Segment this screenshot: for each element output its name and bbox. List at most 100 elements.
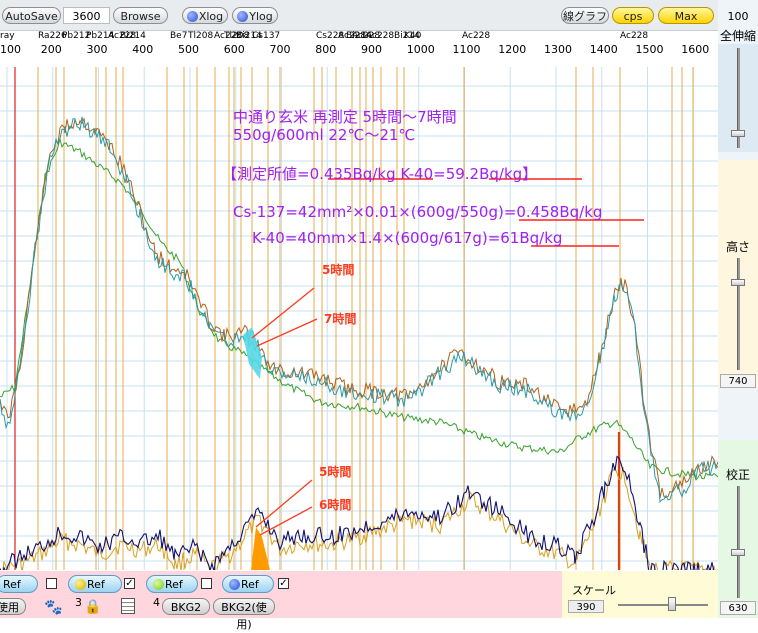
ref5-checkbox[interactable]: ✓: [278, 578, 289, 589]
label-6h: 6時間: [319, 498, 352, 512]
note-sample-conditions: 550g/600ml 22℃～21℃: [233, 126, 416, 144]
ref3-label: Ref 3: [75, 578, 105, 609]
scale-label: スケール: [572, 584, 616, 597]
spectrum-green-series: [0, 137, 718, 481]
isotope-label: Bi214: [236, 31, 262, 41]
cps-button[interactable]: cps: [612, 7, 654, 24]
energy-tick-label: 1600: [681, 43, 710, 56]
isotope-label: ray: [0, 31, 15, 41]
paw-icon[interactable]: 🐾: [44, 598, 63, 616]
arrow-7h: [256, 318, 318, 347]
energy-tick-label: 200: [40, 43, 62, 56]
isotope-label: Ac228: [352, 31, 381, 41]
ref2-checkbox[interactable]: [46, 578, 57, 589]
isotope-label: Tl208: [224, 31, 250, 41]
isotope-label: Tl208: [188, 31, 214, 41]
max-button[interactable]: Max: [658, 7, 714, 24]
bkg2-button[interactable]: BKG2: [162, 598, 210, 615]
use-button[interactable]: 使用: [0, 598, 26, 615]
ref5-button[interactable]: Ref 5: [222, 575, 274, 609]
label-5h-lower: 5時間: [319, 465, 352, 479]
arrow-6h: [259, 506, 313, 536]
cs137-area-6h: [251, 527, 270, 570]
bkg2-use-button[interactable]: BKG2(使用): [213, 598, 275, 631]
browse-button[interactable]: Browse: [113, 7, 168, 24]
energy-tick-label: 800: [315, 43, 337, 56]
scale-slider-thumb[interactable]: [668, 597, 676, 611]
isotope-label: Bi214: [346, 31, 372, 41]
ref4-checkbox[interactable]: [201, 578, 212, 589]
zoom-label: 全伸縮: [719, 29, 756, 43]
time-input[interactable]: 3600: [63, 7, 110, 24]
isotope-label: Ac228: [338, 31, 367, 41]
isotope-label: Ra226: [38, 31, 67, 41]
energy-ruler: ray Ra226 Pb212 Pb214 Ac228 Bi214 Be7 Tl208 Ac22…: [0, 31, 718, 67]
spectrum-plot[interactable]: [0, 67, 718, 570]
energy-tick-label: 300: [86, 43, 108, 56]
note-measured-cs: 0.435Bq/kg: [309, 165, 396, 183]
energy-tick-label: 500: [178, 43, 199, 56]
isotope-label: Ac228: [462, 31, 491, 41]
scale-slider-track[interactable]: [618, 604, 708, 606]
lower-navy-series: [0, 455, 718, 570]
note-sample-title: 中通り玄米 再測定 5時間～7時間: [233, 108, 457, 126]
note-k40-result: 61Bq/kg: [500, 229, 563, 247]
isotope-marker-lines: [37, 67, 694, 570]
height-label: 高さ: [725, 240, 750, 254]
isotope-label: Ac228: [214, 31, 243, 41]
isotope-label: Pb212: [62, 31, 91, 41]
cs137-area-7h: [243, 327, 262, 379]
autosave-button[interactable]: AutoSave: [2, 7, 61, 24]
ref4-label: Ref 4: [153, 578, 183, 609]
height-slider-track[interactable]: [737, 258, 740, 370]
ylog-label: Ylog: [249, 10, 273, 23]
height-slider-thumb[interactable]: [731, 279, 745, 286]
isotope-label: Cs228: [316, 31, 345, 41]
ylog-button[interactable]: Ylog: [232, 7, 278, 24]
ref4-button[interactable]: Ref 4: [146, 575, 198, 609]
isotope-label: Cs137: [252, 31, 281, 41]
scale-value: 390: [568, 600, 604, 613]
lock-icon[interactable]: 🔒: [84, 599, 102, 615]
note-measured-prefix: 【測定所値=: [222, 165, 310, 183]
ref3-button[interactable]: Ref 3: [68, 575, 122, 609]
isotope-label: Ac228: [108, 31, 137, 41]
line-graph-button[interactable]: 線グラフ: [561, 7, 609, 24]
xlog-button[interactable]: Xlog: [182, 7, 228, 24]
note-k40-calc: K-40=40mm×1.4×(600g/617g)=61Bq/kg: [252, 229, 562, 247]
calib-slider-thumb[interactable]: [731, 549, 745, 556]
arrow-5h-upper: [251, 287, 315, 339]
note-k40-formula: K-40=40mm×1.4×(600g/617g)=: [252, 229, 501, 247]
energy-tick-label: 1400: [589, 43, 618, 56]
zoom-slider-thumb[interactable]: [731, 130, 745, 137]
height-value: 740: [720, 374, 756, 388]
energy-tick-label: 100: [0, 43, 21, 56]
energy-tick-label: 1100: [452, 43, 481, 56]
isotope-label: Be7: [170, 31, 188, 41]
arrow-5h-lower: [255, 479, 313, 528]
note-cs137-calc: Cs-137=42mm²×0.01×(600g/550g)=0.458Bq/kg: [233, 203, 602, 221]
label-5h-upper: 5時間: [322, 263, 355, 277]
note-measured-k: 59.2Bq/kg: [445, 165, 523, 183]
energy-tick-label: 1300: [544, 43, 572, 56]
calib-value: 630: [720, 601, 756, 615]
energy-tick-label: 400: [132, 43, 154, 56]
list-icon[interactable]: [121, 598, 135, 614]
xlog-toggle-icon: [186, 11, 198, 22]
ref3-color-icon: [75, 579, 86, 590]
zoom-top-value: 100: [727, 10, 749, 23]
isotope-label: K40: [404, 31, 422, 41]
ref2-button[interactable]: Ref 2: [0, 575, 38, 609]
calib-slider-track[interactable]: [737, 486, 740, 598]
isotope-label: Bi214: [394, 31, 420, 41]
xlog-label: Xlog: [198, 10, 224, 23]
ylog-toggle-icon: [237, 11, 249, 22]
spectrum-teal-series: [0, 116, 718, 503]
isotope-label: Bi214: [120, 31, 146, 41]
toolbar: AutoSave 3600 Browse Xlog Ylog 線グラフ cps …: [0, 0, 718, 31]
ref4-color-icon: [153, 579, 164, 590]
ref3-checkbox[interactable]: ✓: [124, 578, 135, 589]
energy-tick-label: 1500: [635, 43, 664, 56]
zoom-slider-track[interactable]: [737, 48, 740, 148]
scale-panel: スケール 390: [562, 571, 718, 618]
